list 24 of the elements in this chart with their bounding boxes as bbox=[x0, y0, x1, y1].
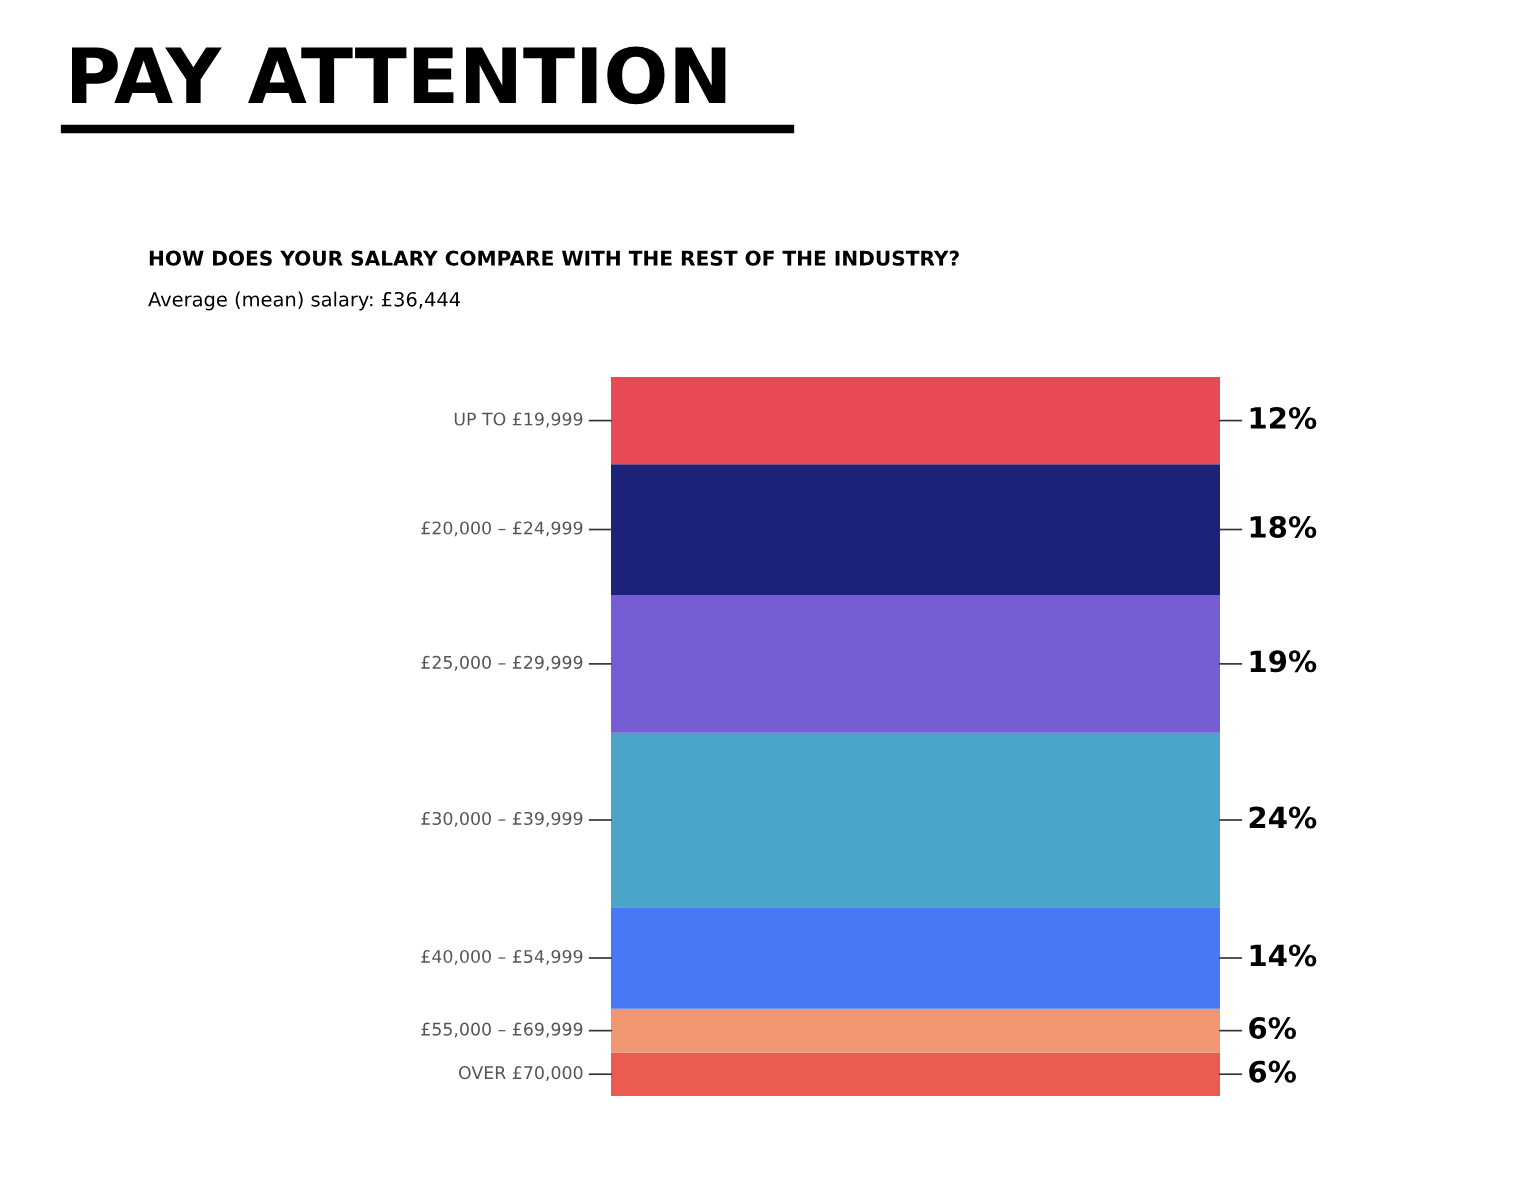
data-label: 6% bbox=[1249, 1060, 1296, 1083]
bar bbox=[611, 732, 1220, 908]
data-label: 6% bbox=[1249, 1017, 1296, 1040]
data-label: 18% bbox=[1250, 515, 1317, 538]
bar bbox=[611, 907, 1220, 1009]
bar bbox=[611, 1008, 1220, 1053]
series-label: OVER £70,000 bbox=[458, 1066, 583, 1082]
data-label: 14% bbox=[1250, 944, 1317, 967]
series-label: £55,000 – £69,999 bbox=[421, 1022, 583, 1038]
text: Average (mean) salary: £36,444 bbox=[148, 291, 461, 311]
bar bbox=[611, 464, 1220, 595]
bar bbox=[611, 594, 1220, 733]
bar bbox=[611, 1052, 1220, 1096]
series-label: £40,000 – £54,999 bbox=[421, 949, 583, 965]
series-label: £25,000 – £29,999 bbox=[421, 655, 583, 671]
series-label: UP TO £19,999 bbox=[454, 412, 583, 428]
chart-subtitle: HOW DOES YOUR SALARY COMPARE WITH THE REST OF THE INDUSTRY? bbox=[149, 250, 959, 266]
data-label: 12% bbox=[1250, 406, 1317, 430]
series-label: £20,000 – £24,999 bbox=[421, 521, 583, 537]
data-label: 19% bbox=[1250, 650, 1317, 673]
data-label: 24% bbox=[1249, 806, 1317, 829]
bar bbox=[611, 377, 1220, 465]
chart-title: PAY ATTENTION bbox=[72, 46, 726, 105]
series-label: £30,000 – £39,999 bbox=[421, 811, 583, 827]
